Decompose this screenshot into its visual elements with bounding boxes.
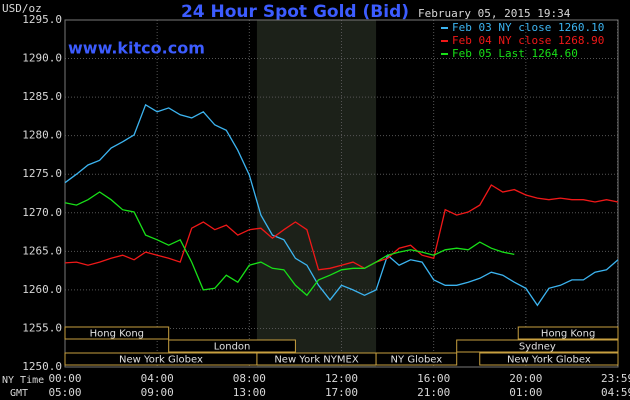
x2-tick-label: 13:00 [233,386,266,399]
plot-frame [64,19,619,368]
legend-label: Feb 05 Last 1264.60 [452,47,578,60]
y-tick-label: 1285.0 [22,90,62,103]
y-tick-label: 1265.0 [22,244,62,257]
session-label: NY Globex [391,355,443,366]
y-tick-label: 1290.0 [22,52,62,65]
legend-label: Feb 03 NY close 1260.10 [452,21,604,34]
session-box [375,352,458,366]
x2-tick-label: 09:00 [141,386,174,399]
session-box [456,339,619,353]
x-tick-label: 12:00 [325,372,358,385]
x2-tick-label: 21:00 [417,386,450,399]
timestamp: February 05, 2015 19:34 [418,7,571,20]
x-tick-label: 00:00 [48,372,81,385]
series-line [64,103,619,307]
session-box [517,326,619,340]
y-tick-label: 1270.0 [22,206,62,219]
y-tick-label: 1260.0 [22,283,62,296]
x-tick-label: 16:00 [417,372,450,385]
x-tick-label: 23:59 [601,372,630,385]
series-line [64,184,619,271]
session-box [479,352,619,366]
x-tick-label: 04:00 [141,372,174,385]
y-tick-label: 1250.0 [22,360,62,373]
session-label: New York Globex [119,355,203,366]
x2-tick-label: 17:00 [325,386,358,399]
session-box [168,339,296,353]
session-label: New York NYMEX [274,355,359,366]
session-box [64,326,170,340]
x-tick-label: 20:00 [509,372,542,385]
source: www.kitco.com [68,39,205,58]
legend-label: Feb 04 NY close 1268.90 [452,34,604,47]
session-label: Hong Kong [541,329,595,340]
x-tick-label: 08:00 [233,372,266,385]
session-band [256,20,377,367]
session-label: New York Globex [507,355,591,366]
session-label: Hong Kong [90,329,144,340]
y-tick-label: 1255.0 [22,321,62,334]
y-tick-label: 1280.0 [22,129,62,142]
chart-title: 24 Hour Spot Gold (Bid) [181,2,409,22]
x2-axis-label: GMT [10,388,28,399]
x2-tick-label: 01:00 [509,386,542,399]
x-axis-label: NY Time [2,375,44,386]
y-axis-label: USD/oz [2,2,42,15]
session-label: Sydney [519,342,556,353]
series-line [64,191,515,297]
y-tick-label: 1295.0 [22,13,62,26]
x2-tick-label: 05:00 [48,386,81,399]
session-label: London [214,342,251,353]
x2-tick-label: 04:59 [601,386,630,399]
y-tick-label: 1275.0 [22,167,62,180]
